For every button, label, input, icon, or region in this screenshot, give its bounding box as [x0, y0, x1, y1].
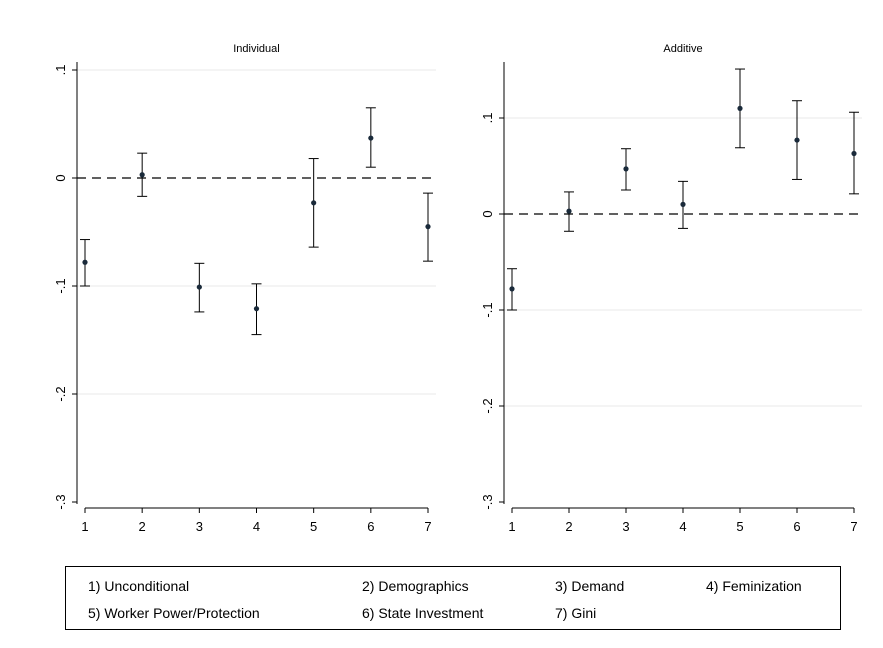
- data-point: [509, 286, 515, 292]
- x-tick-label: 6: [793, 519, 800, 534]
- y-tick-label: -.3: [53, 494, 68, 509]
- x-tick-label: 5: [736, 519, 743, 534]
- legend-item-demand: 3) Demand: [555, 578, 625, 594]
- x-tick-label: 3: [196, 519, 203, 534]
- y-tick-label: -.3: [480, 494, 495, 509]
- x-tick-label: 4: [679, 519, 686, 534]
- x-tick-label: 6: [367, 519, 374, 534]
- data-point: [368, 135, 374, 141]
- data-point: [139, 172, 145, 178]
- y-tick-label: -.2: [53, 386, 68, 401]
- data-point: [794, 137, 800, 143]
- data-point: [680, 201, 686, 207]
- x-tick-label: 3: [622, 519, 629, 534]
- y-tick-label: .1: [480, 113, 495, 124]
- y-tick-label: 0: [53, 174, 68, 181]
- legend-item-demographics: 2) Demographics: [362, 578, 469, 594]
- legend: 1) Unconditional 2) Demographics 3) Dema…: [65, 566, 841, 630]
- legend-item-feminization: 4) Feminization: [706, 578, 802, 594]
- data-point: [566, 208, 572, 214]
- data-point: [82, 259, 88, 265]
- data-point: [623, 166, 629, 172]
- data-point: [425, 224, 431, 230]
- x-tick-label: 4: [253, 519, 260, 534]
- y-tick-label: -.1: [53, 278, 68, 293]
- legend-item-worker-power: 5) Worker Power/Protection: [88, 605, 260, 621]
- legend-item-unconditional: 1) Unconditional: [88, 578, 190, 594]
- x-tick-label: 2: [139, 519, 146, 534]
- y-tick-label: -.1: [480, 302, 495, 317]
- panel-individual: Individual -.3 -.2 -.1 0 .1 1 2 3 4 5 6 7: [53, 43, 436, 534]
- legend-item-gini: 7) Gini: [555, 605, 597, 621]
- panel-title-1: Additive: [663, 43, 702, 55]
- x-tick-label: 1: [508, 519, 515, 534]
- x-tick-label: 1: [81, 519, 88, 534]
- x-tick-label: 7: [424, 519, 431, 534]
- x-tick-label: 2: [565, 519, 572, 534]
- x-tick-label: 5: [310, 519, 317, 534]
- data-point: [851, 150, 857, 157]
- y-tick-label: -.2: [480, 398, 495, 413]
- y-tick-label: .1: [53, 65, 68, 76]
- panel-additive: Additive -.3 -.2 -.1 0 .1 1 2 3 4 5 6 7: [480, 43, 862, 534]
- y-tick-label: 0: [480, 210, 495, 217]
- panel-title-0: Individual: [233, 43, 279, 55]
- data-point: [253, 306, 260, 312]
- data-point: [196, 284, 202, 290]
- data-point: [311, 200, 317, 206]
- data-point: [737, 105, 743, 111]
- legend-item-state-investment: 6) State Investment: [362, 605, 484, 621]
- x-tick-label: 7: [850, 519, 857, 534]
